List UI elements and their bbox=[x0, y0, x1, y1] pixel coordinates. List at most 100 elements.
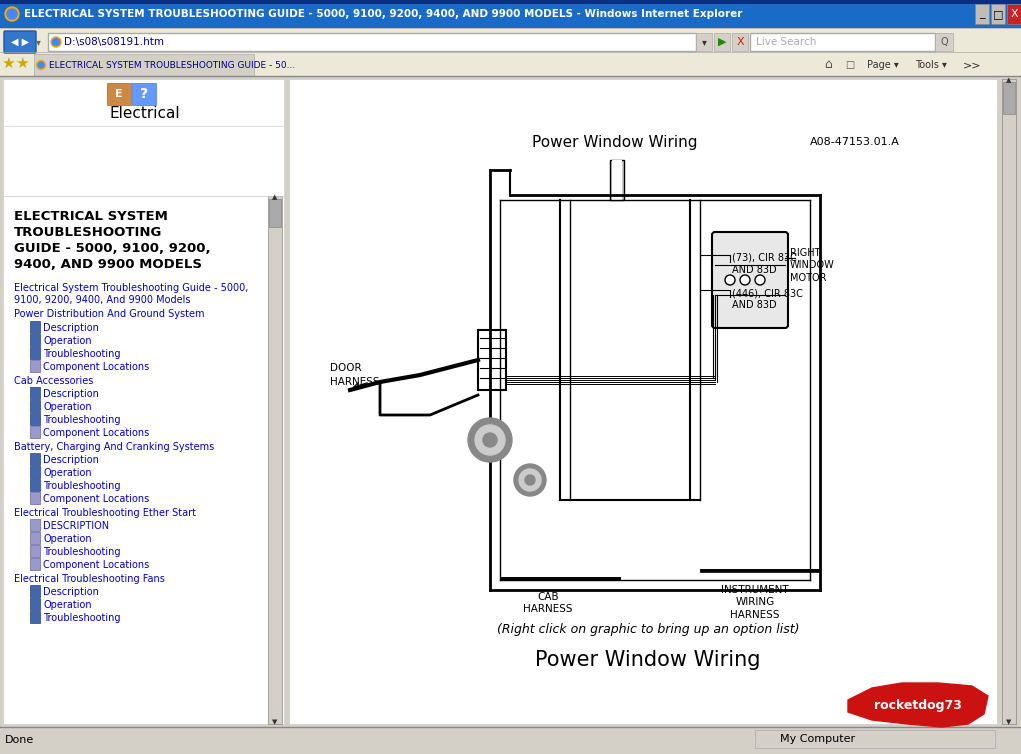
FancyBboxPatch shape bbox=[1003, 82, 1015, 114]
Text: ◀ ▶: ◀ ▶ bbox=[11, 37, 29, 47]
Circle shape bbox=[514, 464, 546, 496]
FancyBboxPatch shape bbox=[30, 519, 40, 531]
Text: ▲: ▲ bbox=[1007, 77, 1012, 83]
Text: ⌂: ⌂ bbox=[824, 59, 832, 72]
Text: rocketdog73: rocketdog73 bbox=[874, 698, 962, 712]
Text: INSTRUMENT
WIRING
HARNESS: INSTRUMENT WIRING HARNESS bbox=[721, 585, 789, 620]
Text: Electrical Troubleshooting Fans: Electrical Troubleshooting Fans bbox=[14, 574, 164, 584]
FancyBboxPatch shape bbox=[30, 400, 40, 412]
Text: D:\s08\s08191.htm: D:\s08\s08191.htm bbox=[64, 37, 164, 47]
Text: Troubleshooting: Troubleshooting bbox=[43, 481, 120, 491]
FancyBboxPatch shape bbox=[0, 0, 1021, 28]
Text: Electrical Troubleshooting Ether Start: Electrical Troubleshooting Ether Start bbox=[14, 508, 196, 518]
FancyBboxPatch shape bbox=[750, 33, 935, 51]
Circle shape bbox=[519, 469, 541, 491]
FancyBboxPatch shape bbox=[0, 28, 1021, 78]
Text: Troubleshooting: Troubleshooting bbox=[43, 613, 120, 623]
FancyBboxPatch shape bbox=[107, 83, 131, 105]
Text: □: □ bbox=[845, 60, 855, 70]
Text: CAB
HARNESS: CAB HARNESS bbox=[523, 592, 573, 615]
FancyBboxPatch shape bbox=[4, 31, 36, 53]
Circle shape bbox=[725, 275, 735, 285]
FancyBboxPatch shape bbox=[30, 585, 40, 597]
Text: ▾: ▾ bbox=[701, 37, 707, 47]
FancyBboxPatch shape bbox=[712, 232, 788, 328]
FancyBboxPatch shape bbox=[714, 33, 730, 51]
FancyBboxPatch shape bbox=[610, 160, 624, 200]
FancyBboxPatch shape bbox=[1002, 79, 1016, 724]
Text: Description: Description bbox=[43, 389, 99, 399]
Circle shape bbox=[5, 7, 19, 21]
FancyBboxPatch shape bbox=[132, 83, 156, 105]
Text: Tools ▾: Tools ▾ bbox=[915, 60, 946, 70]
Circle shape bbox=[7, 9, 17, 19]
FancyBboxPatch shape bbox=[30, 558, 40, 570]
FancyBboxPatch shape bbox=[935, 33, 953, 51]
Polygon shape bbox=[848, 683, 988, 727]
Text: Page ▾: Page ▾ bbox=[867, 60, 898, 70]
FancyBboxPatch shape bbox=[732, 33, 748, 51]
Text: DOOR
HARNESS: DOOR HARNESS bbox=[330, 363, 380, 387]
Text: ELECTRICAL SYSTEM TROUBLESHOOTING GUIDE - 5000, 9100, 9200, 9400, AND 9900 MODEL: ELECTRICAL SYSTEM TROUBLESHOOTING GUIDE … bbox=[25, 9, 742, 19]
Text: □: □ bbox=[992, 9, 1004, 19]
Text: Troubleshooting: Troubleshooting bbox=[43, 349, 120, 359]
Text: 9400, AND 9900 MODELS: 9400, AND 9900 MODELS bbox=[14, 258, 202, 271]
Circle shape bbox=[525, 475, 535, 485]
FancyBboxPatch shape bbox=[30, 426, 40, 438]
Text: Done: Done bbox=[5, 735, 35, 745]
Text: X: X bbox=[736, 37, 744, 47]
FancyBboxPatch shape bbox=[30, 466, 40, 478]
Text: Troubleshooting: Troubleshooting bbox=[43, 415, 120, 425]
FancyBboxPatch shape bbox=[34, 54, 254, 76]
Text: ELECTRICAL SYSTEM TROUBLESHOOTING GUIDE - 50...: ELECTRICAL SYSTEM TROUBLESHOOTING GUIDE … bbox=[49, 60, 295, 69]
Text: (73), CIR 83C
AND 83D: (73), CIR 83C AND 83D bbox=[732, 253, 796, 275]
Text: X: X bbox=[1010, 9, 1018, 19]
FancyBboxPatch shape bbox=[30, 492, 40, 504]
Text: TROUBLESHOOTING: TROUBLESHOOTING bbox=[14, 226, 162, 239]
Text: Live Search: Live Search bbox=[756, 37, 817, 47]
Text: GUIDE - 5000, 9100, 9200,: GUIDE - 5000, 9100, 9200, bbox=[14, 242, 210, 255]
Text: Operation: Operation bbox=[43, 468, 92, 478]
Text: Description: Description bbox=[43, 587, 99, 597]
Text: Description: Description bbox=[43, 323, 99, 333]
Text: ?: ? bbox=[140, 87, 148, 101]
Text: Component Locations: Component Locations bbox=[43, 428, 149, 438]
Text: Q: Q bbox=[940, 37, 947, 47]
FancyBboxPatch shape bbox=[755, 730, 995, 748]
Text: Cab Accessories: Cab Accessories bbox=[14, 376, 93, 386]
FancyBboxPatch shape bbox=[300, 158, 995, 618]
Text: DESCRIPTION: DESCRIPTION bbox=[43, 521, 109, 531]
Text: ▾: ▾ bbox=[36, 37, 41, 47]
Circle shape bbox=[38, 62, 44, 68]
Text: ▲: ▲ bbox=[273, 194, 278, 200]
Text: Operation: Operation bbox=[43, 336, 92, 346]
FancyBboxPatch shape bbox=[0, 0, 1021, 4]
Text: (Right click on graphic to bring up an option list): (Right click on graphic to bring up an o… bbox=[497, 624, 799, 636]
Text: Component Locations: Component Locations bbox=[43, 362, 149, 372]
FancyBboxPatch shape bbox=[269, 199, 281, 227]
Text: ▼: ▼ bbox=[1007, 719, 1012, 725]
Text: ★: ★ bbox=[1, 56, 15, 71]
Text: Electrical: Electrical bbox=[109, 106, 181, 121]
Text: _: _ bbox=[979, 9, 985, 19]
Text: Operation: Operation bbox=[43, 600, 92, 610]
Text: ELECTRICAL SYSTEM: ELECTRICAL SYSTEM bbox=[14, 210, 167, 223]
Text: Component Locations: Component Locations bbox=[43, 560, 149, 570]
FancyBboxPatch shape bbox=[30, 453, 40, 465]
FancyBboxPatch shape bbox=[991, 4, 1005, 24]
Text: ★: ★ bbox=[15, 56, 29, 71]
Circle shape bbox=[740, 275, 750, 285]
FancyBboxPatch shape bbox=[612, 160, 622, 200]
FancyBboxPatch shape bbox=[30, 479, 40, 491]
FancyBboxPatch shape bbox=[3, 79, 284, 724]
Text: Description: Description bbox=[43, 455, 99, 465]
FancyBboxPatch shape bbox=[30, 347, 40, 359]
Text: Troubleshooting: Troubleshooting bbox=[43, 547, 120, 557]
Text: My Computer: My Computer bbox=[780, 734, 856, 744]
Circle shape bbox=[755, 275, 765, 285]
FancyBboxPatch shape bbox=[30, 413, 40, 425]
FancyBboxPatch shape bbox=[696, 33, 712, 51]
Text: Power Window Wiring: Power Window Wiring bbox=[532, 134, 697, 149]
FancyBboxPatch shape bbox=[289, 79, 996, 724]
FancyBboxPatch shape bbox=[30, 321, 40, 333]
